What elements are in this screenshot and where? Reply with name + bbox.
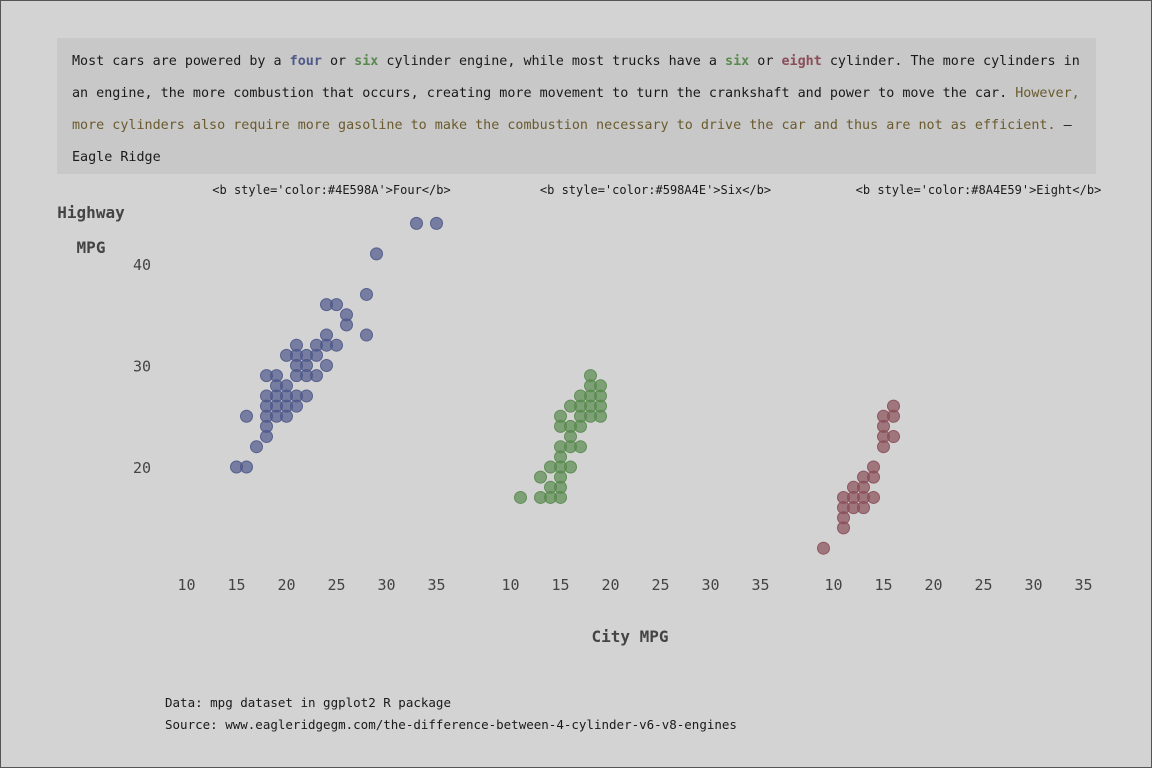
data-point — [887, 399, 900, 413]
quote-text: cylinder. The more cylinders in an engin… — [72, 54, 1080, 101]
x-tick-label: 35 — [427, 576, 445, 594]
x-tick-label: 15 — [227, 576, 245, 594]
caption-data: Data: mpg dataset in ggplot2 R package — [165, 695, 451, 710]
quote-attribution: – Eagle Ridge — [72, 118, 1072, 165]
data-point — [564, 460, 577, 474]
x-tick-label: 30 — [1024, 576, 1042, 594]
x-tick-label: 15 — [551, 576, 569, 594]
data-point — [544, 480, 557, 494]
data-point — [320, 328, 333, 342]
data-point — [250, 440, 263, 454]
data-point — [290, 338, 303, 352]
data-point — [360, 287, 373, 301]
data-point — [370, 247, 383, 261]
data-point — [300, 389, 313, 403]
x-tick-label: 15 — [874, 576, 892, 594]
x-tick-label: 10 — [177, 576, 195, 594]
x-tick-label: 10 — [824, 576, 842, 594]
data-point — [594, 379, 607, 393]
data-point — [817, 541, 830, 555]
data-point — [330, 298, 343, 312]
data-point — [584, 369, 597, 383]
data-point — [574, 440, 587, 454]
data-point — [554, 409, 567, 423]
data-point — [320, 359, 333, 372]
quote-highlight-however: However, more cylinders also require mor… — [72, 86, 1080, 133]
y-axis-title: Highway — [57, 203, 125, 222]
caption-source: Source: www.eagleridgegm.com/the-differe… — [165, 717, 737, 732]
data-point — [330, 338, 343, 352]
data-point — [240, 409, 253, 423]
quote-text: Most cars are powered by a — [72, 54, 290, 69]
quote-text: or — [749, 54, 782, 69]
data-point — [430, 216, 443, 230]
scatter-chart: Highway MPG 20 30 40 <b style='color:#4E598A'… — [57, 183, 1102, 646]
data-point — [534, 470, 547, 484]
x-tick-label: 20 — [601, 576, 619, 594]
x-tick-label: 35 — [1074, 576, 1092, 594]
y-axis-title: MPG — [77, 238, 106, 257]
y-tick-label: 40 — [133, 256, 151, 274]
facet-label: <b style='color:#4E598A'>Four</b> — [212, 183, 450, 197]
x-tick-label: 20 — [924, 576, 942, 594]
facet-label: <b style='color:#598A4E'>Six</b> — [540, 183, 771, 197]
data-point — [514, 490, 527, 504]
quote-highlight-four: four — [289, 54, 322, 69]
x-tick-label: 30 — [701, 576, 719, 594]
data-point — [867, 490, 880, 504]
data-point — [240, 460, 253, 474]
y-tick-label: 20 — [133, 459, 151, 477]
quote-text: or — [321, 54, 355, 69]
quote-box: Most cars are powered by a four or six c… — [57, 38, 1096, 174]
x-tick-label: 25 — [327, 576, 345, 594]
data-point — [867, 460, 880, 474]
quote-text: cylinder engine, while most trucks have … — [378, 54, 726, 69]
data-point — [310, 369, 323, 383]
x-tick-label: 30 — [377, 576, 395, 594]
data-point — [360, 328, 373, 342]
x-tick-label: 10 — [501, 576, 519, 594]
x-tick-label: 25 — [651, 576, 669, 594]
y-tick-label: 30 — [133, 358, 151, 376]
data-point — [280, 379, 293, 393]
data-point — [410, 216, 423, 230]
x-tick-label: 20 — [277, 576, 295, 594]
data-point — [340, 308, 353, 322]
x-tick-label: 25 — [974, 576, 992, 594]
facet-label: <b style='color:#8A4E59'>Eight</b> — [856, 183, 1102, 197]
x-tick-label: 35 — [751, 576, 769, 594]
quote-highlight-six: six — [725, 54, 750, 69]
x-axis-title: City MPG — [591, 627, 668, 646]
quote-highlight-eight: eight — [781, 54, 822, 69]
quote-highlight-six: six — [354, 54, 379, 69]
data-point — [887, 430, 900, 444]
data-point — [270, 369, 283, 383]
